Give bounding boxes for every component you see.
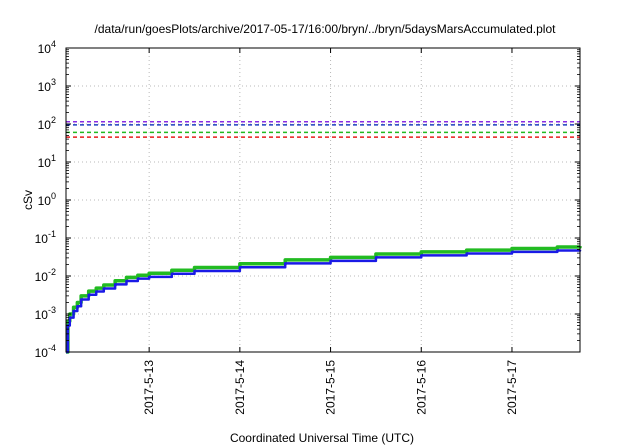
- y-tick-label: 104: [38, 39, 56, 56]
- y-tick-exponent: -3: [48, 305, 56, 315]
- y-tick-base: 10: [38, 194, 52, 208]
- y-tick-exponent: 3: [51, 77, 56, 87]
- y-tick-base: 10: [38, 42, 52, 56]
- y-tick-exponent: -4: [48, 343, 56, 353]
- y-tick-label: 10-1: [35, 229, 56, 246]
- y-tick-exponent: -2: [48, 267, 56, 277]
- y-tick-exponent: 4: [51, 39, 56, 49]
- y-tick-label: 102: [38, 115, 56, 132]
- y-tick-base: 10: [38, 118, 52, 132]
- series-lines: [66, 245, 582, 354]
- y-tick-exponent: 1: [51, 153, 56, 163]
- y-tick-label: 10-3: [35, 305, 56, 322]
- x-axis-label: Coordinated Universal Time (UTC): [230, 431, 414, 445]
- x-tick-label: 2017-5-17: [505, 360, 519, 415]
- y-tick-label: 101: [38, 153, 56, 170]
- y-tick-label: 103: [38, 77, 56, 94]
- y-tick-base: 10: [38, 80, 52, 94]
- y-axis-label: cSv: [21, 190, 35, 210]
- x-tick-label: 2017-5-15: [324, 360, 338, 415]
- y-tick-base: 10: [38, 156, 52, 170]
- y-tick-base: 10: [35, 308, 49, 322]
- x-tick-labels: 2017-5-13 2017-5-14 2017-5-15 2017-5-16 2017…: [142, 360, 519, 415]
- series-line: [66, 245, 582, 354]
- x-tick-label: 2017-5-14: [233, 360, 247, 415]
- y-tick-label: 10-4: [35, 343, 56, 360]
- reference-lines: [66, 120, 580, 138]
- grid: [66, 48, 580, 352]
- y-tick-base: 10: [35, 232, 49, 246]
- x-tick-label: 2017-5-13: [142, 360, 156, 415]
- y-tick-base: 10: [35, 270, 49, 284]
- tick-marks: [66, 47, 580, 353]
- y-tick-base: 10: [35, 346, 49, 360]
- y-tick-label: 10-2: [35, 267, 56, 284]
- y-tick-exponent: 0: [51, 191, 56, 201]
- chart-title: /data/run/goesPlots/archive/2017-05-17/1…: [95, 22, 557, 36]
- y-tick-label: 100: [38, 191, 56, 208]
- y-tick-exponent: -1: [48, 229, 56, 239]
- x-tick-label: 2017-5-16: [414, 360, 428, 415]
- series-line: [66, 249, 582, 354]
- y-tick-exponent: 2: [51, 115, 56, 125]
